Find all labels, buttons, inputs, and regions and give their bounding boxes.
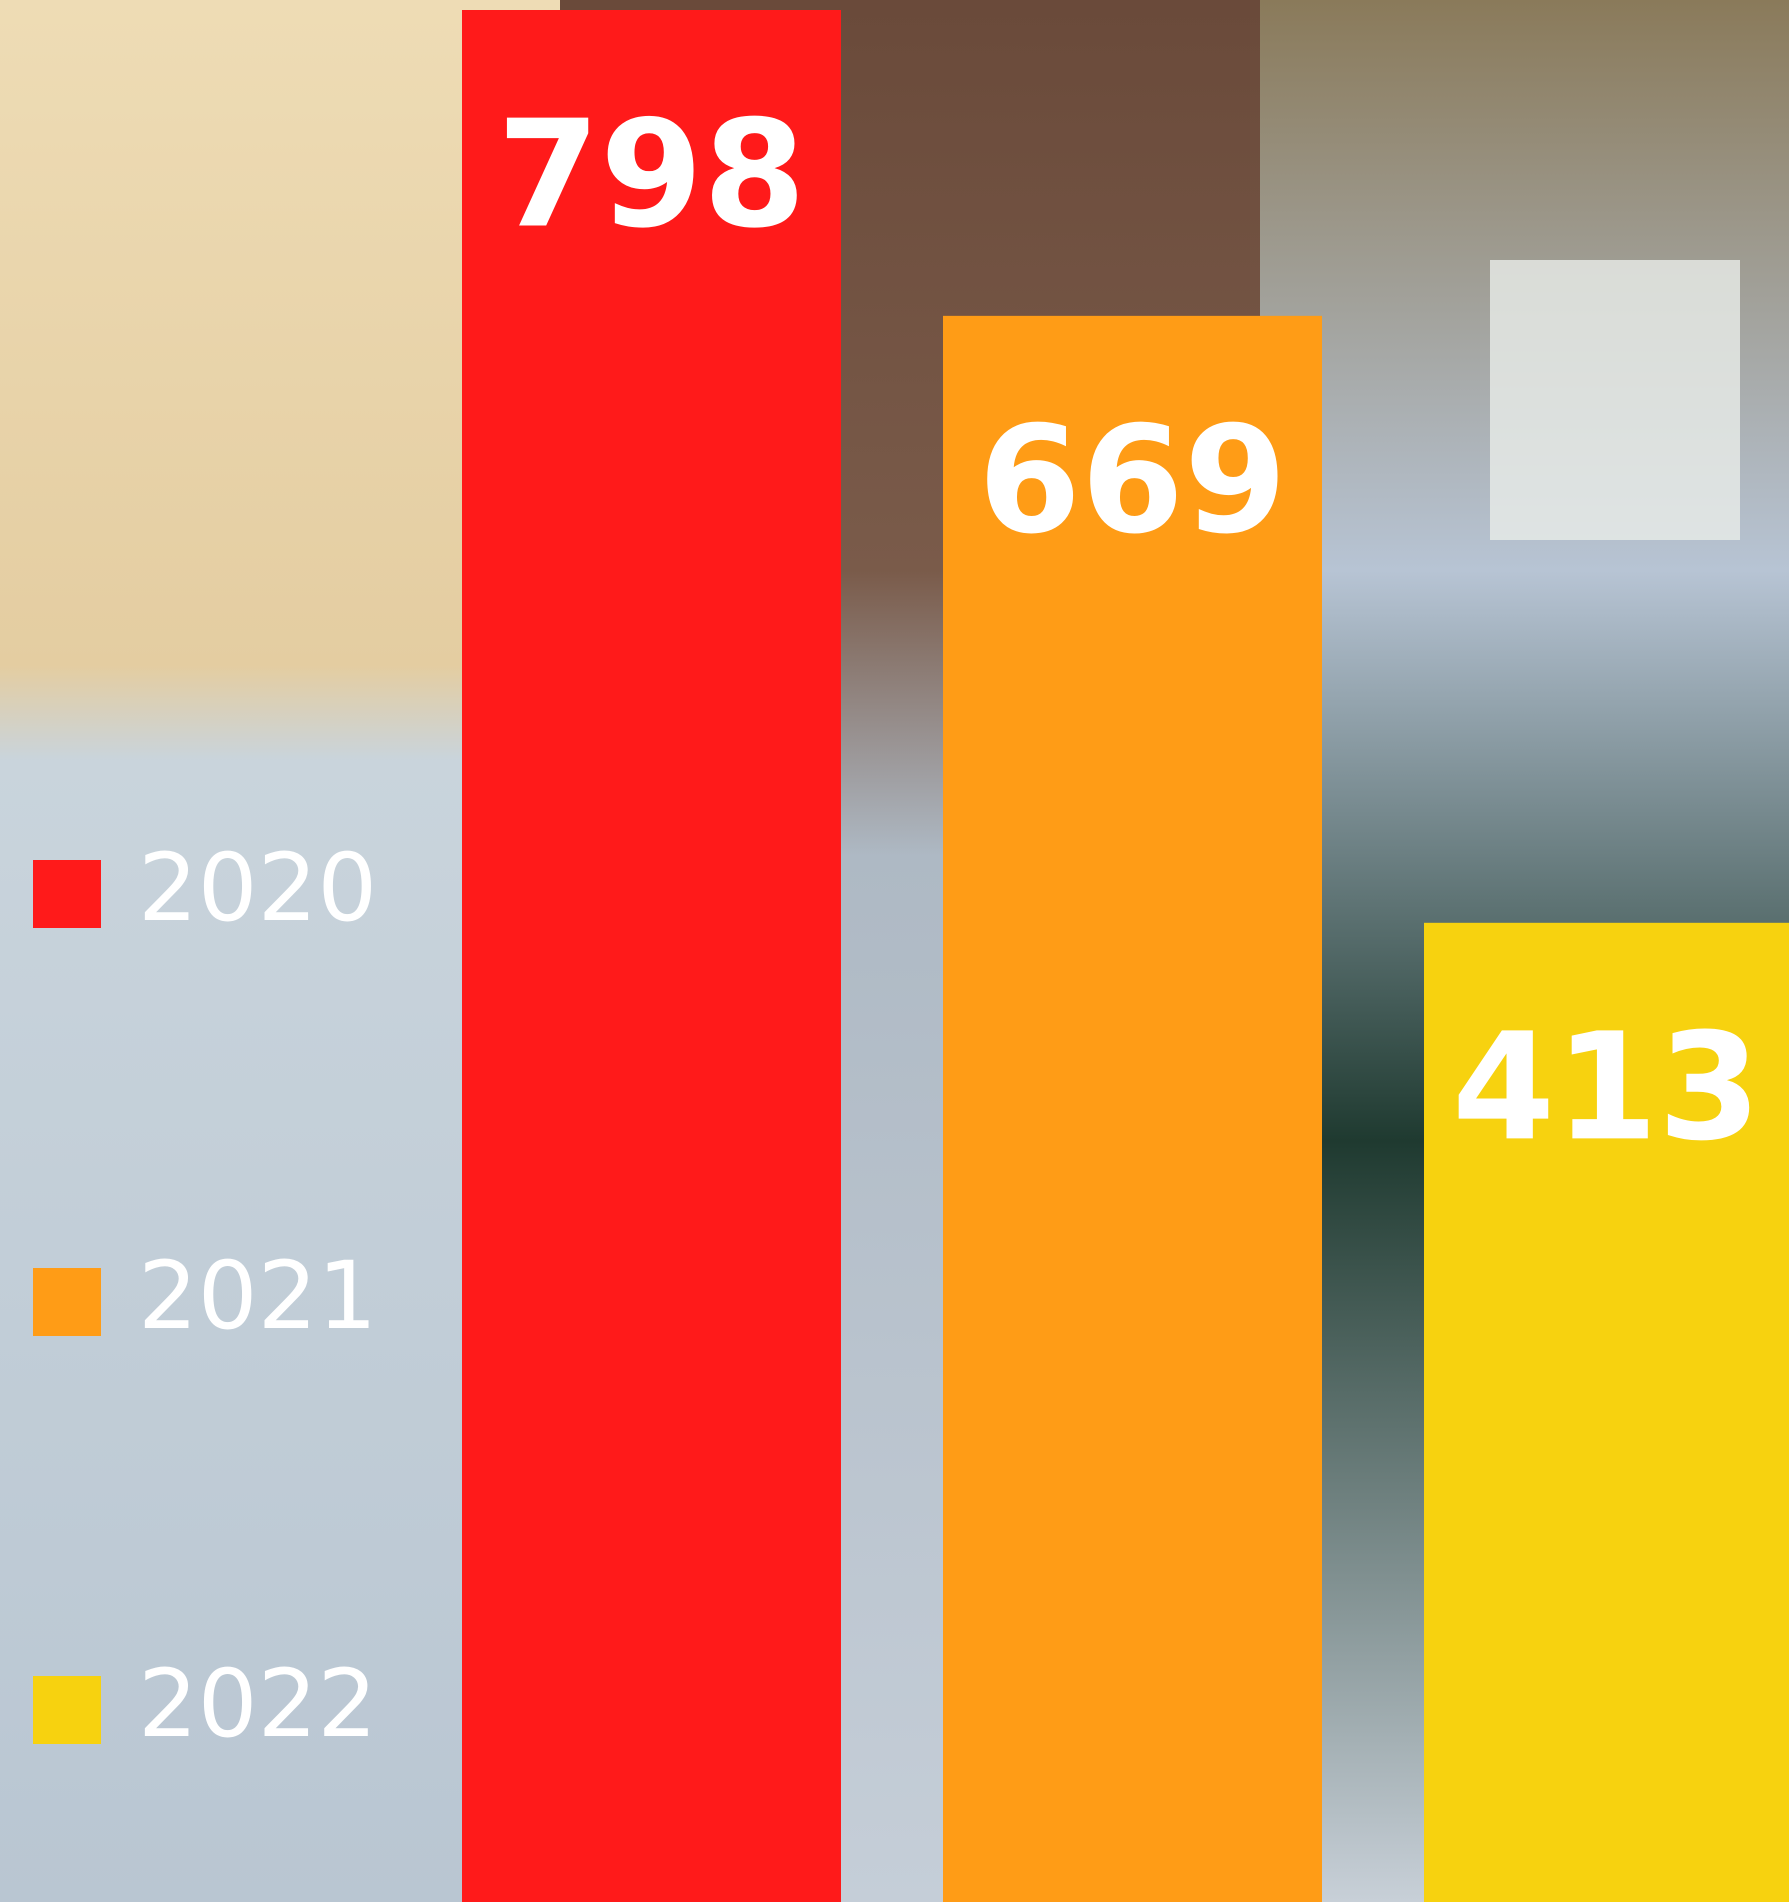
value-label: 669 (978, 394, 1287, 566)
legend-swatch (33, 1268, 101, 1336)
legend-label: 2021 (138, 1242, 377, 1351)
legend: 2020 2021 2022 (33, 834, 377, 1759)
bar (1424, 922, 1789, 1902)
legend-label: 2020 (138, 834, 377, 943)
plot-area: 798 669 413 (462, 10, 1789, 1902)
bar (943, 315, 1322, 1902)
value-label: 798 (497, 89, 806, 261)
legend-swatch (33, 860, 101, 928)
legend-swatch (33, 1676, 101, 1744)
bar (462, 10, 841, 1902)
legend-label: 2022 (138, 1650, 377, 1759)
background-photo (1490, 260, 1740, 540)
value-label: 413 (1452, 1001, 1761, 1173)
